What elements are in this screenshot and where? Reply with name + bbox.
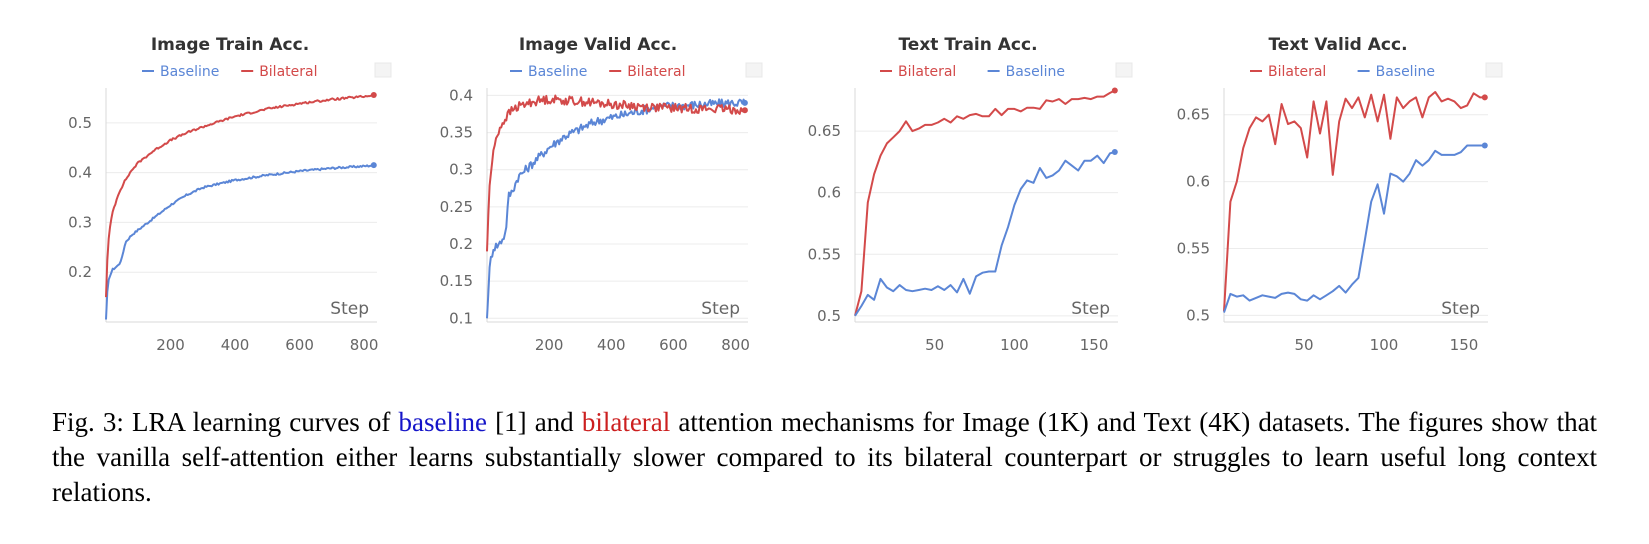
x-tick-label: 100 bbox=[1370, 336, 1399, 354]
y-tick-label: 0.15 bbox=[440, 272, 473, 290]
x-tick-label: 150 bbox=[1080, 336, 1109, 354]
series-end-point bbox=[1481, 142, 1488, 149]
x-axis-label: Step bbox=[1071, 299, 1110, 319]
y-tick-label: 0.4 bbox=[68, 164, 92, 182]
legend-label: Bilateral bbox=[898, 64, 956, 80]
legend-label: Bilateral bbox=[1268, 64, 1326, 80]
panel-menu-icon[interactable] bbox=[374, 62, 392, 78]
x-tick-label: 600 bbox=[285, 336, 314, 354]
figure-panel: Image Train Acc. Baseline Bilateral 0.2 0.3 0… bbox=[68, 35, 1503, 354]
caption-ref: [1] and bbox=[495, 407, 574, 437]
legend-label: Bilateral bbox=[259, 64, 317, 80]
series-end-point bbox=[741, 107, 748, 114]
series-end-point bbox=[370, 91, 377, 98]
y-tick-label: 0.35 bbox=[440, 124, 473, 142]
legend-label: Baseline bbox=[1376, 64, 1435, 80]
y-tick-label: 0.2 bbox=[68, 263, 92, 281]
y-tick-label: 0.25 bbox=[440, 198, 473, 216]
y-tick-label: 0.65 bbox=[808, 122, 841, 140]
x-tick-label: 600 bbox=[659, 336, 688, 354]
series-end-point bbox=[1111, 149, 1118, 156]
panel-menu-icon[interactable] bbox=[1485, 62, 1503, 78]
series-end-point bbox=[741, 99, 748, 106]
y-tick-label: 0.5 bbox=[68, 114, 92, 132]
chart-title: Image Valid Acc. bbox=[519, 35, 677, 55]
y-tick-label: 0.1 bbox=[449, 309, 473, 327]
series-line-bilateral bbox=[854, 89, 1116, 317]
caption-rest: attention mechanisms for Image (1K) and … bbox=[52, 407, 1598, 507]
y-tick-label: 0.55 bbox=[1177, 239, 1210, 257]
x-axis-label: Step bbox=[1441, 299, 1480, 319]
x-tick-label: 150 bbox=[1450, 336, 1479, 354]
series-end-point bbox=[1111, 87, 1118, 94]
legend-label: Bilateral bbox=[627, 64, 685, 80]
figure-caption: Fig. 3: LRA learning curves of baseline … bbox=[52, 405, 1597, 510]
series-line-baseline bbox=[1223, 144, 1485, 313]
y-tick-label: 0.3 bbox=[68, 213, 92, 231]
y-tick-label: 0.55 bbox=[808, 245, 841, 263]
x-tick-label: 50 bbox=[1294, 336, 1313, 354]
chart-2: Image Valid Acc. Baseline Bilateral 0.1 0.15… bbox=[440, 35, 763, 354]
x-tick-label: 400 bbox=[221, 336, 250, 354]
panel-menu-icon[interactable] bbox=[1115, 62, 1133, 78]
chart-1: Image Train Acc. Baseline Bilateral 0.2 0.3 0… bbox=[68, 35, 392, 354]
y-tick-label: 0.6 bbox=[817, 184, 841, 202]
chart-title: Text Valid Acc. bbox=[1268, 35, 1407, 55]
series-line-baseline bbox=[105, 163, 375, 320]
y-tick-label: 0.6 bbox=[1186, 173, 1210, 191]
x-axis-label: Step bbox=[330, 299, 369, 319]
x-tick-label: 800 bbox=[350, 336, 379, 354]
chart-title: Image Train Acc. bbox=[151, 35, 309, 55]
y-tick-label: 0.5 bbox=[817, 307, 841, 325]
y-tick-label: 0.3 bbox=[449, 161, 473, 179]
series-line-baseline bbox=[854, 151, 1116, 317]
y-tick-label: 0.4 bbox=[449, 86, 473, 104]
x-tick-label: 200 bbox=[156, 336, 185, 354]
x-tick-label: 100 bbox=[1000, 336, 1029, 354]
x-tick-label: 50 bbox=[925, 336, 944, 354]
caption-bilateral-word: bilateral bbox=[581, 407, 671, 437]
series-end-point bbox=[370, 162, 377, 169]
caption-baseline-word: baseline bbox=[398, 407, 487, 437]
series-line-bilateral bbox=[486, 94, 745, 252]
x-tick-label: 200 bbox=[535, 336, 564, 354]
y-tick-label: 0.2 bbox=[449, 235, 473, 253]
x-axis-label: Step bbox=[701, 299, 740, 319]
series-end-point bbox=[1481, 94, 1488, 101]
chart-3: Text Train Acc. Bilateral Baseline 0.5 0.55 0… bbox=[808, 35, 1133, 354]
x-tick-label: 800 bbox=[721, 336, 750, 354]
x-tick-label: 400 bbox=[597, 336, 626, 354]
series-line-bilateral bbox=[105, 94, 375, 298]
caption-prefix: Fig. 3: LRA learning curves of bbox=[52, 407, 391, 437]
y-tick-label: 0.5 bbox=[1186, 306, 1210, 324]
chart-title: Text Train Acc. bbox=[898, 35, 1037, 55]
chart-4: Text Valid Acc. Bilateral Baseline 0.5 0.55 0… bbox=[1177, 35, 1503, 354]
legend-label: Baseline bbox=[160, 64, 219, 80]
legend-label: Baseline bbox=[1006, 64, 1065, 80]
y-tick-label: 0.65 bbox=[1177, 106, 1210, 124]
panel-menu-icon[interactable] bbox=[745, 62, 763, 78]
legend-label: Baseline bbox=[528, 64, 587, 80]
series-line-bilateral bbox=[1223, 91, 1485, 312]
